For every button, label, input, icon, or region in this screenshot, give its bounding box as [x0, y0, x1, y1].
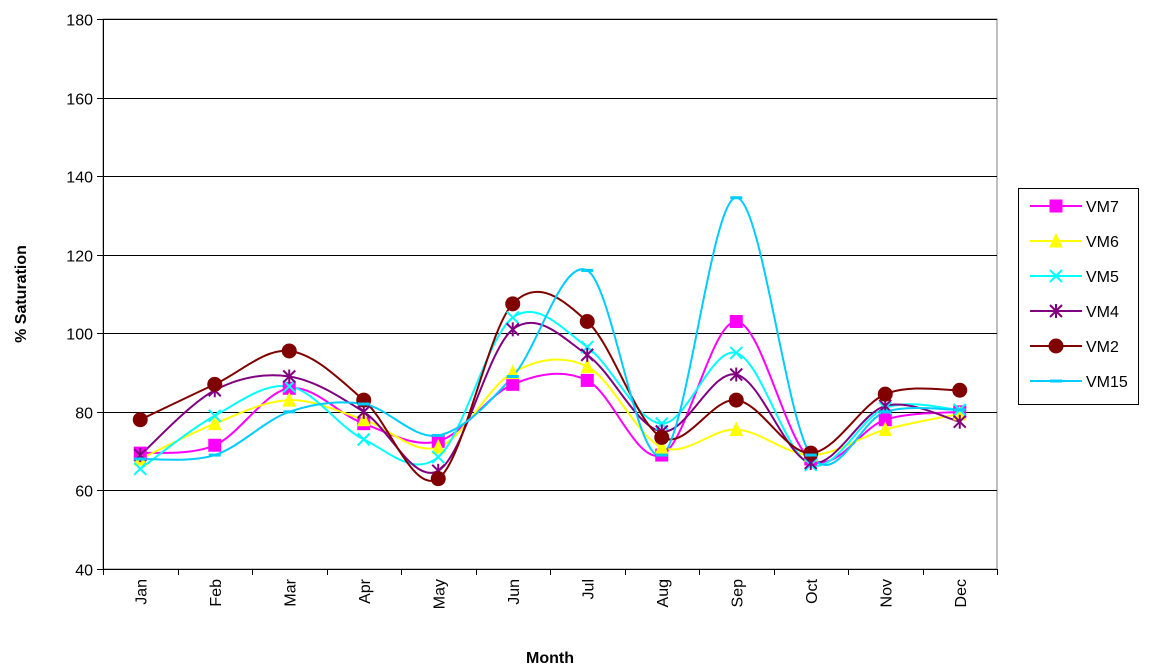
x-tick-label: Jan: [133, 579, 150, 605]
data-point-vm7: [580, 373, 594, 387]
x-tick-label: Oct: [804, 578, 821, 603]
data-point-vm6: [207, 415, 222, 431]
data-point-vm5: [133, 462, 147, 476]
data-point-vm2: [132, 412, 148, 428]
data-point-vm5: [506, 310, 520, 325]
legend-marker: [1049, 269, 1063, 283]
y-tick-label: 160: [66, 92, 93, 109]
legend-label: VM5: [1086, 269, 1119, 286]
data-point-vm2: [877, 386, 893, 402]
data-point-vm6: [878, 421, 893, 437]
x-tick-label: Mar: [282, 578, 299, 606]
data-point-vm15: [432, 433, 445, 437]
y-axis-title: % Saturation: [13, 245, 30, 343]
y-tick-label: 180: [66, 13, 93, 30]
data-point-vm4: [953, 414, 967, 429]
legend-label: VM15: [1086, 374, 1128, 391]
y-tick-label: 100: [66, 327, 93, 344]
series-markers-vm15: [134, 196, 966, 461]
data-point-vm2: [654, 429, 670, 445]
data-point-vm6: [356, 411, 371, 427]
data-point-vm6: [431, 439, 446, 454]
series-group: [132, 196, 968, 487]
data-point-vm15: [879, 410, 892, 414]
y-tick-label: 140: [66, 170, 93, 187]
y-tick-label: 120: [66, 249, 93, 266]
legend-item-vm15: VM15: [1030, 374, 1128, 391]
data-point-vm2: [728, 392, 744, 408]
data-point-vm15: [506, 375, 519, 378]
data-point-vm6: [282, 391, 297, 407]
data-point-vm4: [729, 367, 743, 382]
x-tick-label: Aug: [655, 579, 672, 607]
data-point-vm4: [506, 322, 520, 337]
x-tick-label: Dec: [953, 579, 970, 607]
x-tick-label: Jun: [506, 579, 523, 605]
x-tick-label: Sep: [729, 579, 746, 608]
data-point-vm2: [803, 445, 819, 461]
y-tick-label: 60: [75, 484, 93, 501]
data-point-vm15: [730, 196, 743, 200]
data-point-vm6: [729, 421, 744, 437]
data-point-vm2: [430, 471, 446, 487]
legend-item-vm5: VM5: [1030, 269, 1119, 286]
data-point-vm2: [505, 296, 521, 312]
legend-item-vm6: VM6: [1030, 232, 1119, 251]
data-point-vm6: [580, 358, 595, 374]
x-axis-title: Month: [526, 650, 574, 667]
data-point-vm4: [282, 369, 296, 384]
legend-box: [1018, 188, 1139, 405]
data-point-vm5: [282, 379, 296, 394]
data-point-vm5: [208, 409, 222, 423]
series-markers-vm5: [133, 310, 967, 476]
data-point-vm15: [357, 402, 370, 406]
data-point-vm5: [357, 432, 371, 447]
data-point-vm2: [952, 382, 968, 398]
legend: VM7 VM6 VM5 VM4 VM2 VM15: [1018, 188, 1139, 405]
legend-marker: [1050, 379, 1062, 383]
legend-label: VM7: [1086, 199, 1119, 216]
data-point-vm15: [953, 408, 966, 412]
data-point-vm2: [207, 376, 223, 392]
legend-marker: [1049, 304, 1063, 318]
legend-label: VM4: [1086, 304, 1119, 321]
data-point-vm15: [208, 453, 221, 457]
gridlines: [103, 19, 997, 491]
data-point-vm2: [579, 314, 595, 329]
data-point-vm4: [580, 347, 594, 362]
legend-label: VM2: [1086, 339, 1119, 356]
legend-item-vm7: VM7: [1030, 199, 1119, 216]
data-point-vm7: [506, 377, 520, 391]
y-tick-label: 40: [75, 563, 93, 580]
x-tick-label: Apr: [357, 578, 374, 604]
legend-marker: [1048, 338, 1064, 354]
legend-label: VM6: [1086, 234, 1119, 251]
legend-item-vm4: VM4: [1030, 304, 1119, 321]
x-tick-label: May: [431, 579, 448, 609]
x-tick-label: Nov: [878, 579, 895, 607]
y-axis-ticks: 40 60 80 100 120 140 160 180: [66, 13, 103, 580]
data-point-vm15: [134, 457, 147, 461]
data-point-vm15: [655, 453, 668, 457]
data-point-vm6: [654, 439, 669, 454]
data-point-vm5: [431, 450, 445, 464]
legend-marker: [1049, 232, 1063, 248]
data-point-vm15: [804, 453, 817, 457]
x-axis-ticks: Jan Feb Mar Apr May Jun Jul Aug Sep Oct Nov Dec: [103, 569, 998, 609]
y-tick-label: 80: [75, 406, 93, 423]
data-point-vm5: [729, 346, 743, 360]
data-point-vm7: [208, 438, 222, 452]
data-point-vm7: [729, 315, 743, 328]
data-point-vm15: [283, 410, 296, 414]
data-point-vm15: [581, 268, 594, 272]
legend-item-vm2: VM2: [1030, 338, 1119, 356]
legend-marker: [1049, 199, 1063, 213]
x-tick-label: Jul: [580, 579, 597, 599]
x-tick-label: Feb: [208, 579, 225, 607]
data-point-vm2: [281, 343, 297, 359]
